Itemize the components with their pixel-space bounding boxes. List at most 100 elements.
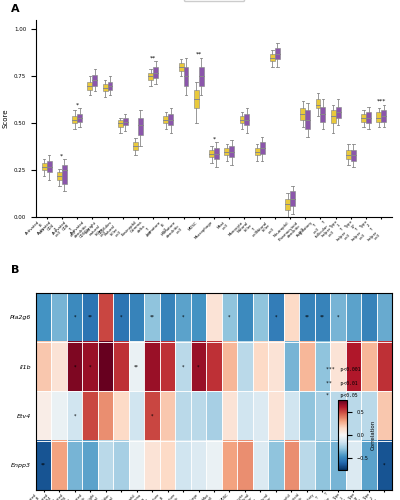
Text: *: * [197,364,200,369]
Bar [346,292,361,342]
Bar [82,292,98,342]
FancyBboxPatch shape [123,118,128,126]
Text: **: ** [320,314,325,320]
Text: *: * [120,314,122,320]
FancyBboxPatch shape [376,112,381,122]
FancyBboxPatch shape [194,90,199,108]
Bar [361,440,376,490]
Bar [206,292,222,342]
Bar [191,392,206,440]
Bar [346,392,361,440]
Text: **: ** [134,364,139,369]
Text: *: * [76,102,79,108]
Bar [36,292,52,342]
Bar [113,342,129,392]
FancyBboxPatch shape [255,148,260,156]
Bar [160,342,175,392]
Bar [36,392,52,440]
FancyBboxPatch shape [351,150,356,161]
FancyBboxPatch shape [229,146,234,158]
FancyBboxPatch shape [179,64,184,71]
Bar [82,440,98,490]
Bar [268,440,284,490]
Text: *    p<0.05: * p<0.05 [326,394,358,398]
FancyBboxPatch shape [316,99,320,108]
FancyBboxPatch shape [57,172,62,180]
Bar [376,342,392,392]
Bar [98,392,113,440]
Bar [237,292,253,342]
FancyBboxPatch shape [88,82,92,90]
FancyBboxPatch shape [270,54,275,62]
FancyBboxPatch shape [47,161,52,172]
Bar [222,392,237,440]
Bar [268,392,284,440]
Bar [346,440,361,490]
Bar [222,342,237,392]
Bar [36,342,52,392]
Bar [315,292,330,342]
FancyBboxPatch shape [62,165,67,184]
Bar [284,292,299,342]
Bar [52,440,67,490]
Bar [346,342,361,392]
Bar [129,440,144,490]
Bar [330,342,346,392]
Text: ***: *** [377,98,386,103]
Bar [376,392,392,440]
FancyBboxPatch shape [260,142,264,154]
FancyBboxPatch shape [275,48,280,60]
Bar [67,440,82,490]
Bar [206,342,222,392]
Bar [330,392,346,440]
FancyBboxPatch shape [336,106,340,118]
FancyBboxPatch shape [153,67,158,78]
FancyBboxPatch shape [92,74,97,86]
Bar [222,292,237,342]
FancyBboxPatch shape [199,67,204,86]
Bar [361,292,376,342]
Bar [253,392,268,440]
FancyBboxPatch shape [290,191,295,206]
Text: **   p<0.01: ** p<0.01 [326,380,358,386]
Bar [82,342,98,392]
Text: **: ** [150,56,156,60]
Text: **: ** [88,314,93,320]
FancyBboxPatch shape [361,114,366,122]
Bar [315,392,330,440]
Bar [253,342,268,392]
FancyBboxPatch shape [148,72,153,80]
FancyBboxPatch shape [214,148,219,159]
FancyBboxPatch shape [72,116,77,124]
FancyBboxPatch shape [118,120,123,127]
FancyBboxPatch shape [244,114,249,126]
Text: *: * [275,314,277,320]
Bar [284,392,299,440]
Text: *: * [151,414,153,418]
Bar [67,292,82,342]
Bar [253,440,268,490]
FancyBboxPatch shape [285,198,290,210]
Bar [284,342,299,392]
Bar [98,292,113,342]
Bar [160,440,175,490]
FancyBboxPatch shape [209,150,214,158]
Text: **: ** [150,314,154,320]
Bar [144,292,160,342]
Bar [160,392,175,440]
Bar [67,392,82,440]
Text: *: * [182,364,184,369]
Text: ***  p<0.001: *** p<0.001 [326,368,360,372]
Text: *: * [74,314,76,320]
FancyBboxPatch shape [320,106,325,122]
Bar [160,292,175,342]
Bar [175,292,191,342]
Bar [129,292,144,342]
Text: **: ** [41,463,46,468]
Bar [284,440,299,490]
Text: *: * [74,414,76,418]
Bar [36,440,52,490]
Bar [191,292,206,342]
FancyBboxPatch shape [346,150,351,159]
FancyBboxPatch shape [138,118,143,134]
